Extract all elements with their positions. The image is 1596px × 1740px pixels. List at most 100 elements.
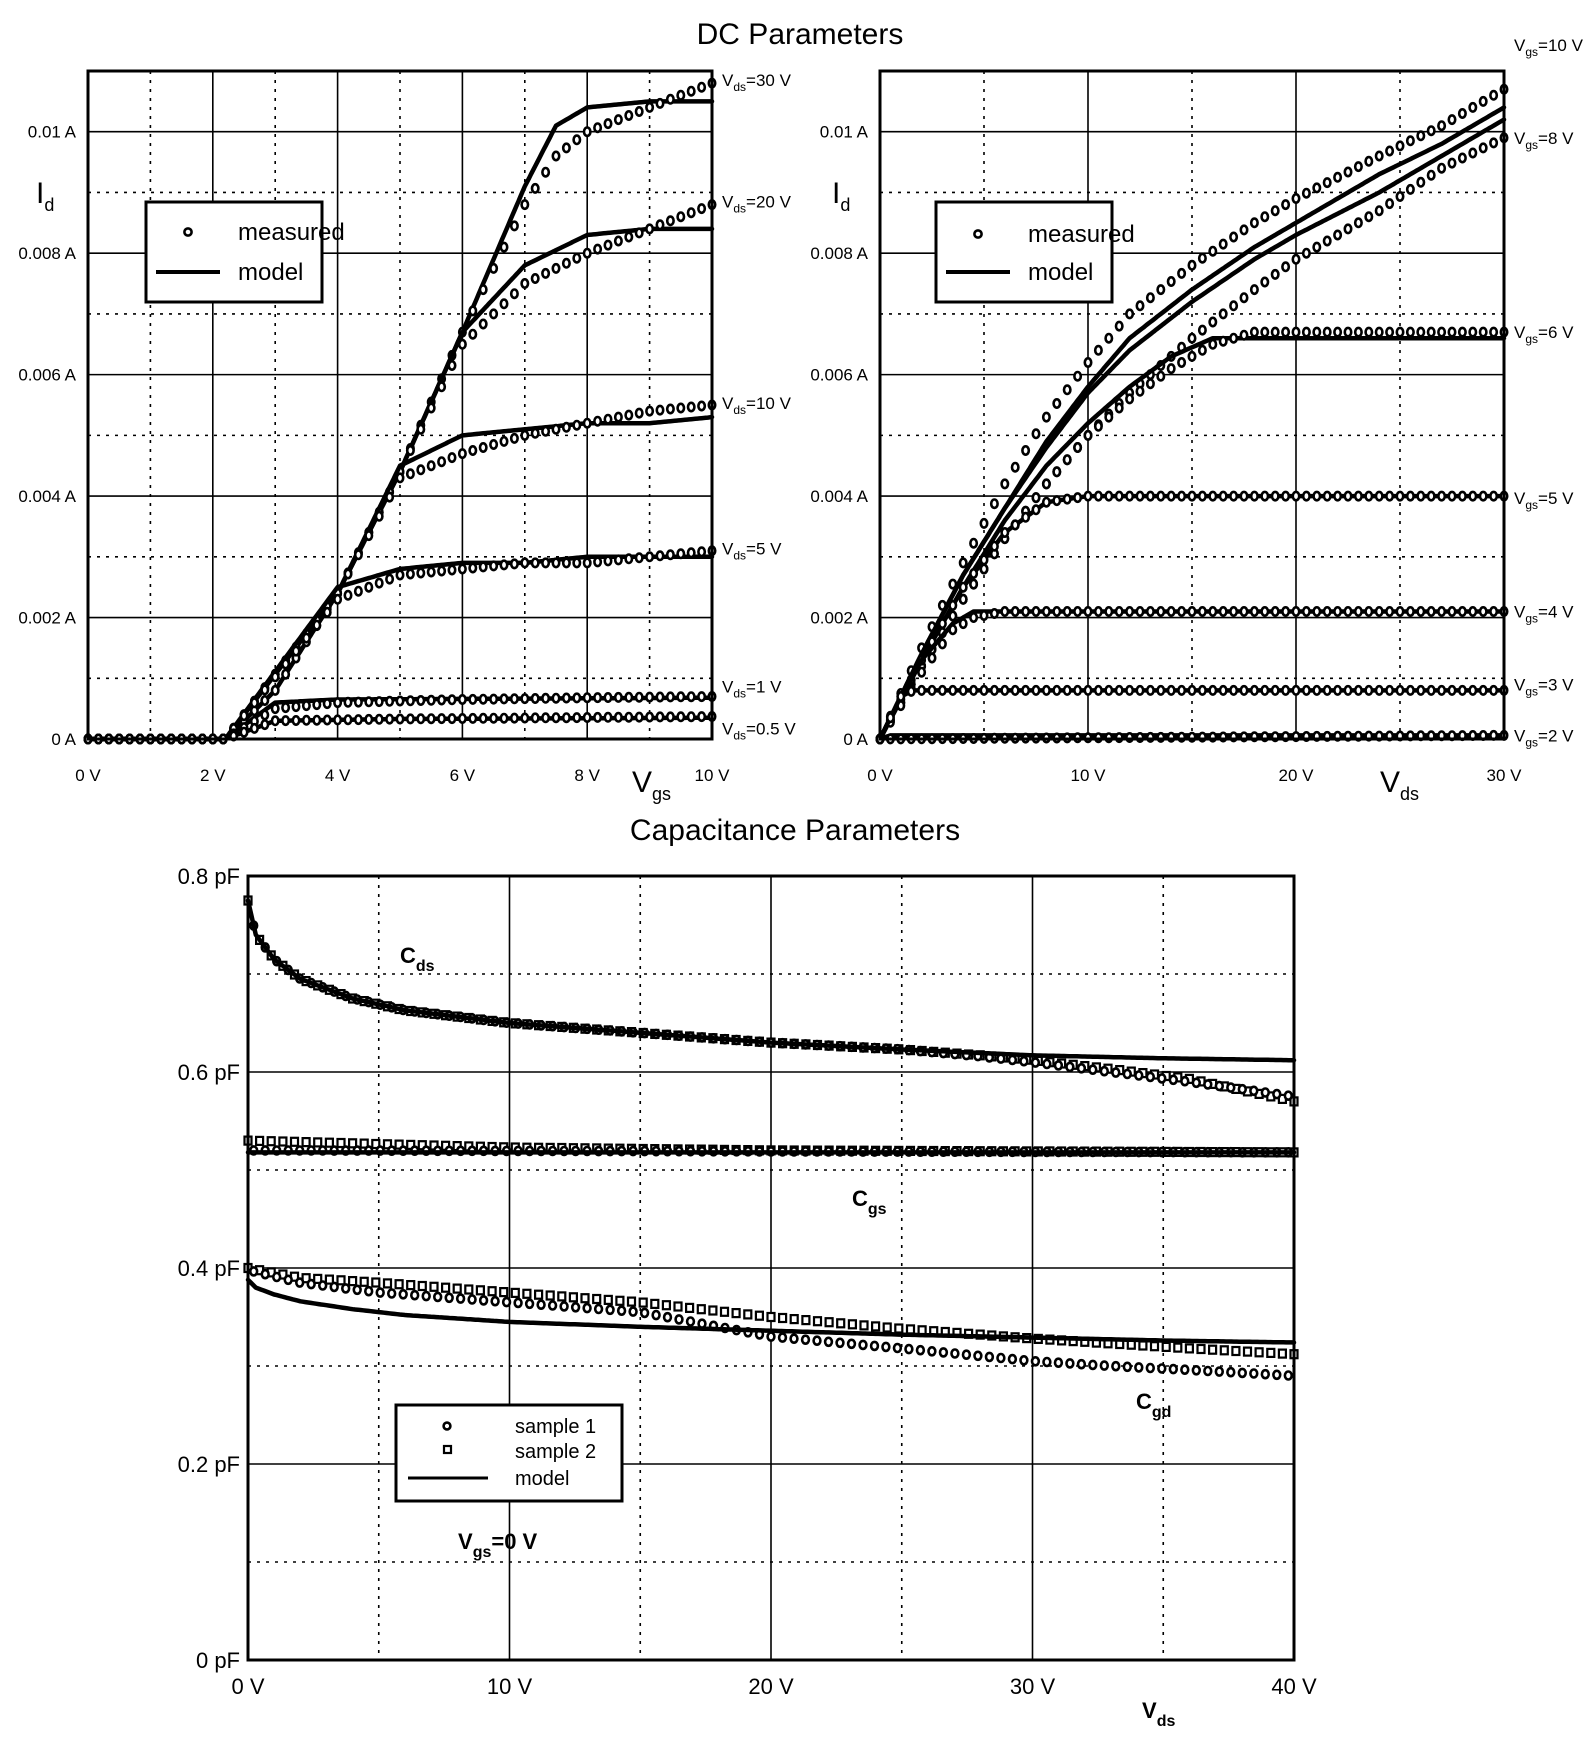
c1-measured-point	[593, 415, 603, 427]
c1-measured-point	[385, 573, 395, 585]
c2-measured-point	[1073, 605, 1083, 617]
c1-measured-point	[665, 711, 675, 723]
c3-sample2-point	[406, 1279, 416, 1291]
c2-measured-point	[1114, 402, 1124, 414]
c1-measured-point	[530, 712, 540, 724]
c2-measured-point	[1145, 490, 1155, 502]
c3-sample2-point	[301, 1136, 311, 1148]
c2-measured-point	[1093, 490, 1103, 502]
chart1-frame	[86, 69, 714, 741]
c3-sample1-point	[1019, 1055, 1029, 1067]
c2-xtick-label: 10 V	[1071, 766, 1107, 785]
c2-measured-point	[1385, 605, 1395, 617]
c1-measured-point	[457, 693, 467, 705]
c2-measured-point	[989, 540, 999, 552]
c1-measured-point	[353, 714, 363, 726]
c1-measured-point	[281, 715, 291, 727]
c2-measured-point	[1364, 155, 1374, 167]
chart1-legend-marker-measured	[183, 227, 193, 237]
c2-measured-point	[1437, 120, 1447, 132]
c1-measured-point	[395, 472, 405, 484]
c1-measured-point	[686, 711, 696, 723]
c2-measured-point	[1478, 326, 1488, 338]
c1-measured-point	[437, 565, 447, 577]
c1-measured-point	[468, 328, 478, 340]
c2-curve-label: Vgs=6 V	[1514, 323, 1574, 346]
c2-measured-point	[1041, 411, 1051, 423]
c2-measured-point	[1208, 490, 1218, 502]
c2-measured-point	[1468, 605, 1478, 617]
c2-measured-point	[1104, 332, 1114, 344]
c1-measured-point	[645, 101, 655, 113]
c3-model-line	[245, 1277, 1297, 1345]
c1-measured-point	[582, 557, 592, 569]
c3-sample1-point	[1226, 1082, 1236, 1093]
c3-sample2-point	[266, 1136, 276, 1147]
c2-measured-point	[1468, 147, 1478, 159]
c2-measured-point	[1052, 495, 1062, 507]
c1-measured-point	[499, 559, 509, 571]
c1-measured-point	[281, 702, 291, 714]
c1-measured-point	[478, 318, 488, 330]
c2-measured-point	[1218, 684, 1228, 696]
c2-measured-point	[1249, 490, 1259, 502]
c3-sample2-point	[313, 1273, 323, 1285]
c1-measured-point	[541, 166, 551, 178]
c1-measured-point	[301, 632, 311, 644]
c2-measured-point	[1093, 344, 1103, 356]
c3-sample1-point	[272, 1271, 282, 1283]
c2-measured-point	[1437, 162, 1447, 174]
c3-sample1-point	[1053, 1357, 1064, 1368]
c1-measured-point	[551, 150, 561, 162]
c1-measured-point	[437, 694, 447, 706]
c2-measured-point	[1000, 605, 1010, 617]
c2-measured-point	[1374, 684, 1384, 696]
c2-measured-point	[1177, 684, 1187, 696]
c3-sample1-point	[559, 1301, 569, 1312]
c1-xtick-label: 8 V	[574, 766, 600, 785]
c2-measured-point	[1177, 356, 1187, 368]
c1-measured-point	[582, 711, 592, 723]
c1-measured-point	[593, 711, 603, 723]
c2-measured-point	[1166, 490, 1176, 502]
c3-sample1-point	[1134, 1362, 1144, 1373]
c2-measured-point	[1426, 326, 1436, 338]
c3-sample1-point	[904, 1343, 914, 1355]
c1-measured-point	[478, 712, 488, 724]
c1-measured-point	[447, 452, 457, 464]
c2-measured-point	[1031, 504, 1041, 516]
c1-measured-point	[509, 220, 519, 232]
c3-sample1-point	[1076, 1358, 1087, 1370]
c1-measured-point	[697, 546, 707, 558]
c1-curve-label: Vds=5 V	[722, 540, 782, 563]
c2-measured-point	[1457, 605, 1467, 617]
c2-measured-point	[1322, 605, 1332, 617]
chart1-legend-box	[144, 200, 324, 304]
c2-measured-point	[1374, 490, 1384, 502]
c1-measured-point	[385, 713, 395, 725]
chart2-grid	[880, 71, 1504, 739]
c3-sample1-point	[1272, 1088, 1282, 1100]
c1-measured-point	[530, 427, 540, 439]
c3-sample1-point	[1134, 1070, 1144, 1081]
c2-measured-point	[1197, 252, 1207, 264]
c2-model-line	[877, 335, 1507, 742]
c1-measured-point	[603, 413, 613, 425]
c2-measured-point	[917, 666, 927, 678]
c1-measured-point	[561, 421, 571, 433]
c1-measured-point	[499, 712, 509, 724]
c2-measured-point	[1083, 605, 1093, 617]
c2-measured-point	[1385, 684, 1395, 696]
c2-measured-point	[948, 610, 958, 622]
cgs-label: Cgs	[852, 1186, 887, 1218]
c3-sample1-point	[973, 1350, 983, 1362]
c3-sample2-point	[859, 1320, 869, 1331]
c1-measured-point	[572, 557, 582, 569]
c2-measured-point	[1229, 300, 1239, 312]
c2-measured-point	[1281, 684, 1291, 696]
c1-measured-point	[364, 696, 374, 708]
c1-measured-point	[260, 709, 270, 721]
c1-measured-point	[270, 684, 280, 696]
c2-measured-point	[1478, 490, 1488, 502]
